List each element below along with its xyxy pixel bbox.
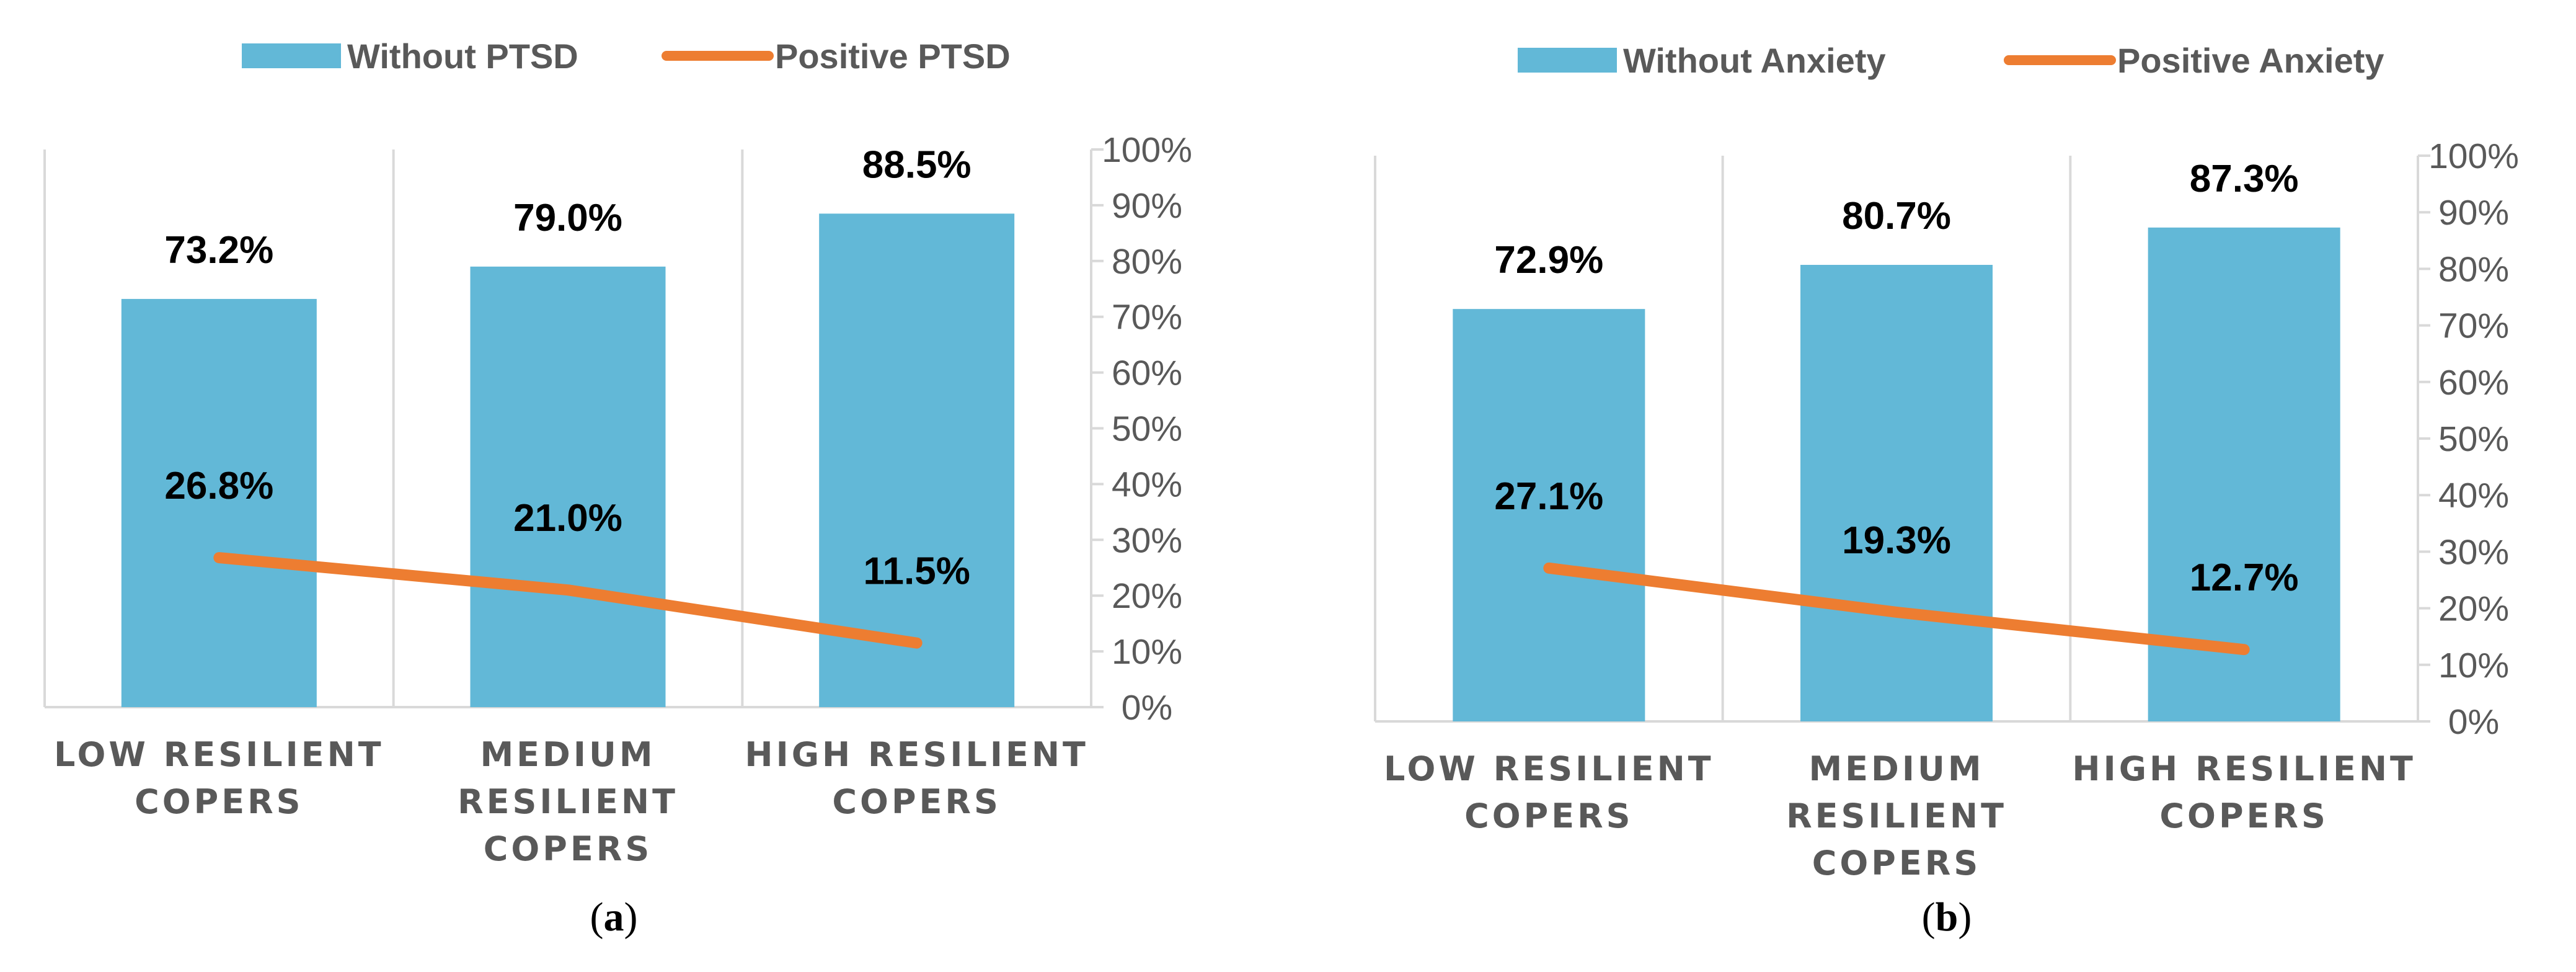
category-label: LOW RESILIENT COPERS <box>1384 749 1714 836</box>
chart-panel-b: Without Anxiety Positive Anxiety 0% 10% 20% 3… <box>1374 41 2519 940</box>
bar[interactable] <box>819 213 1015 707</box>
line-point <box>916 642 918 644</box>
line-point <box>567 589 569 591</box>
y-tick-label: 10% <box>1112 632 1182 672</box>
caption-paren: ) <box>1958 894 1972 940</box>
bar[interactable] <box>121 298 317 707</box>
line-data-label: 12.7% <box>2190 556 2299 599</box>
category-label-line: COPERS <box>2159 796 2328 836</box>
y-tick-label: 30% <box>2438 532 2509 572</box>
line-point <box>218 557 220 559</box>
y-tick-label: 0% <box>1122 688 1172 728</box>
caption-paren: ) <box>624 894 638 940</box>
y-tick-label: 30% <box>1112 520 1182 560</box>
category-label: MEDIUM RESILIENT COPERS <box>458 735 678 868</box>
legend-swatch-bar <box>242 43 341 68</box>
bar[interactable] <box>1453 309 1645 722</box>
legend-swatch-bar <box>1518 48 1617 73</box>
bar-data-label: 73.2% <box>164 229 273 272</box>
category-label-line: COPERS <box>1812 844 1981 883</box>
y-tick-label: 60% <box>1112 354 1182 393</box>
category-label-line: LOW RESILIENT <box>54 735 384 774</box>
y-tick-label: 70% <box>2438 306 2509 346</box>
bar[interactable] <box>1800 265 1993 721</box>
legend-label-line: Positive PTSD <box>775 37 1011 76</box>
category-label-line: COPERS <box>832 782 1001 821</box>
category-label-line: HIGH RESILIENT <box>745 735 1088 774</box>
bar-data-label: 79.0% <box>513 197 622 239</box>
line-data-label: 21.0% <box>513 497 622 540</box>
y-tick-label: 20% <box>2438 589 2509 629</box>
legend-label-bar: Without Anxiety <box>1623 41 1886 80</box>
category-label: LOW RESILIENT COPERS <box>54 735 384 821</box>
caption-letter: a <box>604 894 624 940</box>
y-tick-label: 20% <box>1112 576 1182 616</box>
line-data-label: 27.1% <box>1494 475 1603 518</box>
panel-caption: (b) <box>1922 894 1972 940</box>
bar-data-label: 80.7% <box>1842 195 1951 238</box>
category-label-line: RESILIENT <box>458 782 678 821</box>
y-tick-label: 0% <box>2448 702 2499 742</box>
y-tick-label: 40% <box>1112 465 1182 504</box>
legend-label-line: Positive Anxiety <box>2117 41 2384 80</box>
category-label-line: MEDIUM <box>480 735 655 774</box>
y-tick-label: 60% <box>2438 363 2509 403</box>
legend: Without PTSD Positive PTSD <box>242 37 1011 76</box>
line-data-label: 19.3% <box>1842 519 1951 562</box>
caption-paren: ( <box>1922 894 1936 940</box>
category-label: HIGH RESILIENT COPERS <box>745 735 1088 821</box>
legend-label-bar: Without PTSD <box>347 37 578 76</box>
category-label-line: COPERS <box>135 782 303 821</box>
y-tick-label: 100% <box>1102 130 1192 170</box>
y-tick-label: 50% <box>2438 419 2509 459</box>
line-data-label: 11.5% <box>863 550 970 593</box>
y-tick-label: 90% <box>2438 193 2509 233</box>
panel-caption: (a) <box>590 894 638 940</box>
bar-data-label: 72.9% <box>1494 239 1603 282</box>
bar[interactable] <box>470 266 666 707</box>
line-point <box>1548 567 1550 569</box>
category-label-line: HIGH RESILIENT <box>2072 749 2415 788</box>
category-label-line: COPERS <box>484 829 652 868</box>
category-label: MEDIUM RESILIENT COPERS <box>1786 749 2007 883</box>
y-tick-label: 40% <box>2438 476 2509 515</box>
line-data-label: 26.8% <box>164 465 273 507</box>
y-tick-label: 80% <box>1112 242 1182 282</box>
caption-letter: b <box>1936 894 1959 940</box>
line-point <box>2243 649 2245 651</box>
caption-paren: ( <box>590 894 604 940</box>
chart-panel-a: Without PTSD Positive PTSD 0% 10% 20% 30% 40% 5… <box>43 37 1192 940</box>
y-tick-label: 10% <box>2438 646 2509 685</box>
category-label-line: LOW RESILIENT <box>1384 749 1714 788</box>
category-label-line: MEDIUM <box>1808 749 1984 788</box>
bar-data-label: 88.5% <box>862 143 972 186</box>
category-label: HIGH RESILIENT COPERS <box>2072 749 2415 836</box>
legend: Without Anxiety Positive Anxiety <box>1518 41 2384 80</box>
category-label-line: COPERS <box>1464 796 1633 836</box>
y-tick-label: 80% <box>2438 249 2509 289</box>
category-label-line: RESILIENT <box>1786 796 2007 836</box>
y-tick-label: 100% <box>2428 136 2519 176</box>
y-tick-label: 90% <box>1112 186 1182 226</box>
y-tick-label: 50% <box>1112 409 1182 449</box>
y-tick-label: 70% <box>1112 298 1182 337</box>
bar-data-label: 87.3% <box>2190 158 2299 200</box>
line-point <box>1896 611 1897 613</box>
